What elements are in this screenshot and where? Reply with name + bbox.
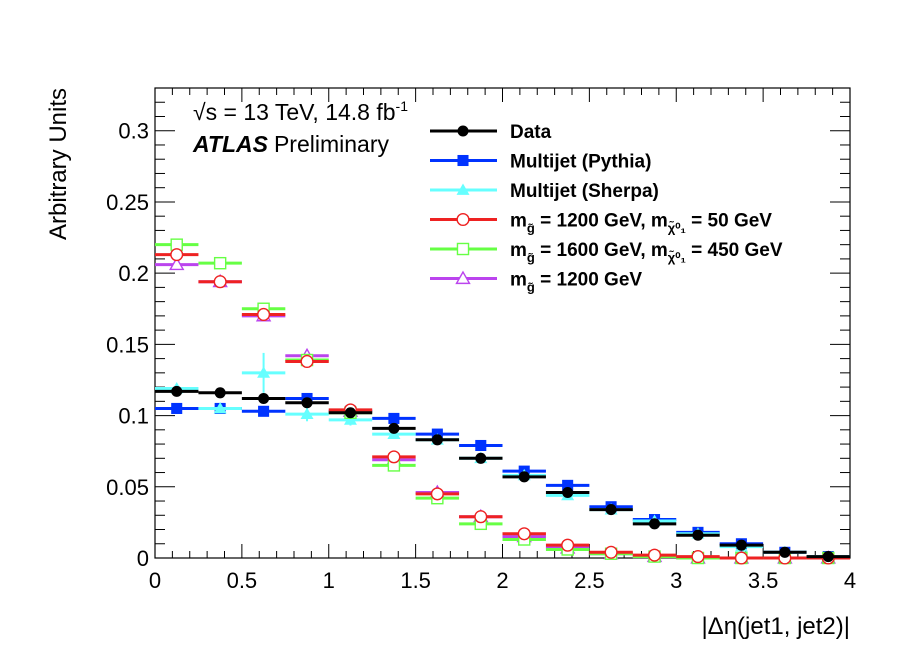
data-point (517, 527, 531, 541)
y-tick-label: 0.05 (106, 475, 149, 500)
data-point (562, 486, 574, 499)
legend-marker (455, 270, 471, 285)
info-block: √s = 13 TeV, 14.8 fb-1 ATLAS Preliminary (192, 98, 408, 157)
legend-label: mg̃ = 1200 GeV (510, 270, 642, 295)
legend-marker (456, 242, 470, 256)
experiment-label: ATLAS Preliminary (192, 131, 389, 157)
legend-marker (457, 154, 469, 167)
x-tick-label: 4 (844, 568, 856, 593)
data-point (343, 413, 357, 425)
series-layer (155, 238, 850, 565)
data-point (475, 439, 487, 452)
data-point (169, 256, 185, 271)
legend: Data Multijet (Pythia) Multijet (Sherpa) mg… (430, 122, 783, 295)
y-tick-label: 0.3 (118, 119, 149, 144)
data-point (605, 504, 617, 516)
x-tick-label: 2.5 (574, 568, 605, 593)
x-tick-labels: 0 0.5 1 1.5 2 2.5 3 3.5 4 (149, 568, 856, 593)
y-tick-label: 0.1 (118, 404, 149, 429)
data-point (257, 366, 271, 378)
legend-entry: Multijet (Pythia) (430, 152, 651, 173)
legend-entry: Data (430, 122, 552, 143)
data-point (735, 539, 747, 551)
legend-label: mg̃ = 1600 GeV, mχ̃⁰₁ = 450 GeV (510, 240, 783, 265)
x-tick-label: 0 (149, 568, 161, 593)
series-0 (155, 385, 850, 563)
data-point (475, 452, 487, 464)
data-point (213, 275, 227, 289)
data-point (779, 546, 791, 558)
data-point (430, 487, 444, 501)
x-tick-label: 3 (670, 568, 682, 593)
data-point (691, 550, 705, 564)
y-tick-label: 0 (137, 546, 149, 571)
y-tick-label: 0.25 (106, 190, 149, 215)
x-tick-label: 0.5 (227, 568, 258, 593)
data-point (170, 248, 184, 262)
legend-entry: mg̃ = 1200 GeV (430, 270, 642, 295)
data-point (388, 412, 400, 424)
x-tick-label: 1.5 (400, 568, 431, 593)
y-tick-label: 0.15 (106, 332, 149, 357)
data-point (388, 422, 400, 434)
data-point (300, 407, 314, 420)
x-tick-label: 3.5 (748, 568, 779, 593)
legend-marker (456, 212, 470, 227)
data-point (561, 538, 575, 552)
legend-label: Multijet (Pythia) (510, 152, 651, 173)
data-point (692, 529, 704, 541)
data-point (647, 548, 662, 562)
data-point (300, 354, 314, 369)
data-point (822, 551, 834, 563)
legend-marker (457, 125, 469, 137)
data-point (474, 510, 488, 524)
data-point (301, 397, 313, 409)
data-point (258, 392, 270, 405)
data-point (431, 434, 443, 446)
data-point (518, 471, 530, 483)
data-point (171, 402, 183, 414)
legend-entry: mg̃ = 1200 GeV, mχ̃⁰₁ = 50 GeV (430, 211, 772, 236)
data-point (387, 450, 401, 464)
legend-label: mg̃ = 1200 GeV, mχ̃⁰₁ = 50 GeV (510, 211, 772, 236)
plot-frame (154, 87, 851, 559)
data-point (214, 387, 226, 399)
legend-entry: mg̃ = 1600 GeV, mχ̃⁰₁ = 450 GeV (430, 240, 783, 265)
data-point (257, 307, 271, 322)
data-point (562, 479, 574, 491)
x-tick-label: 1 (323, 568, 335, 593)
data-point (171, 385, 183, 397)
data-point (649, 518, 661, 530)
y-tick-label: 0.2 (118, 261, 149, 286)
legend-label: Data (510, 122, 552, 143)
data-point (213, 256, 227, 270)
data-point (258, 405, 270, 417)
legend-label: Multijet (Sherpa) (510, 181, 659, 202)
axis-ticks (154, 87, 851, 559)
data-point (734, 551, 748, 565)
data-point (344, 407, 356, 419)
legend-entry: Multijet (Sherpa) (430, 181, 659, 202)
y-axis-title: Arbitrary Units (45, 88, 72, 240)
series-3 (155, 248, 850, 565)
x-axis-title: |Δη(jet1, jet2)| (701, 613, 850, 640)
x-tick-label: 2 (496, 568, 508, 593)
energy-label: √s = 13 TeV, 14.8 fb-1 (193, 98, 408, 125)
y-tick-labels: 0 0.05 0.1 0.15 0.2 0.25 0.3 (106, 119, 149, 571)
data-point (604, 545, 618, 559)
legend-marker (456, 183, 470, 195)
data-point (213, 401, 227, 414)
